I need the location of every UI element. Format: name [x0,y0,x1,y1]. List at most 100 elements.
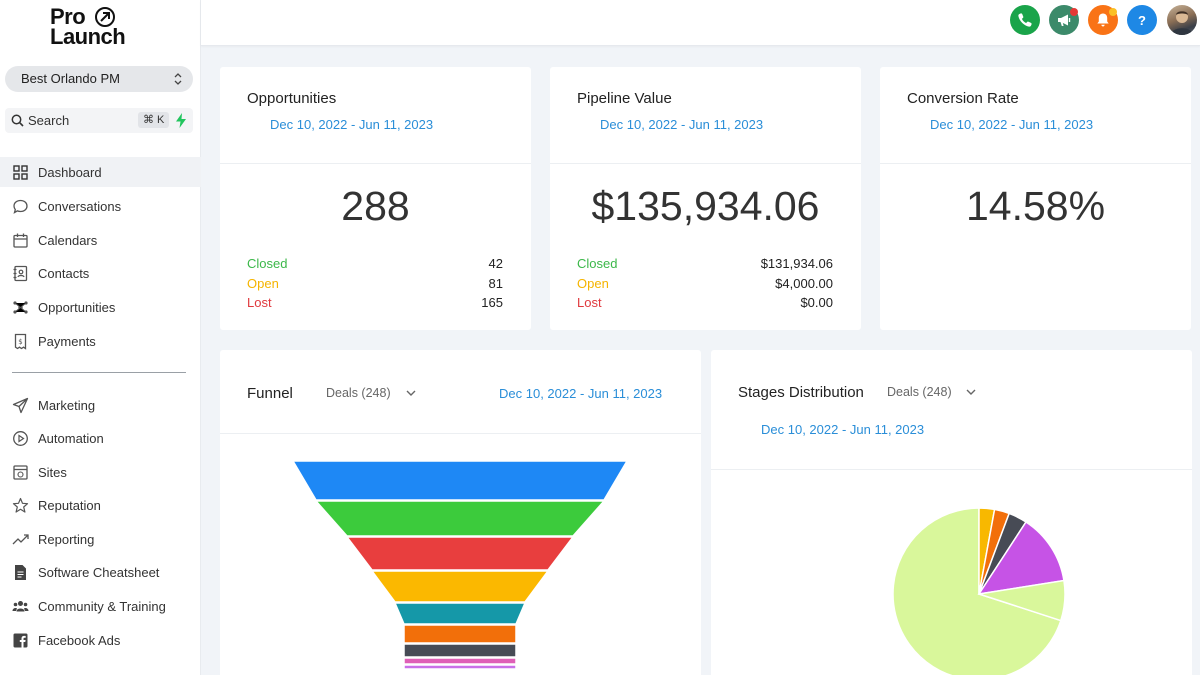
sidebar-item-marketing[interactable]: Marketing [0,390,201,420]
lost-value: 165 [481,295,503,310]
sidebar-item-label: Payments [38,334,96,349]
sidebar-divider [12,372,186,373]
star-icon [12,497,29,513]
phone-button[interactable] [1010,5,1040,35]
funnel-card: Funnel Deals (248) Dec 10, 2022 - Jun 11… [220,350,701,675]
closed-label: Closed [577,256,618,271]
pie-slice[interactable] [977,520,1065,596]
calendar-icon [13,233,28,248]
sidebar-item-conversations[interactable]: Conversations [0,191,201,221]
card-divider [880,163,1191,164]
sidebar-item-label: Community & Training [38,599,166,614]
sidebar-item-automation[interactable]: Automation [0,423,201,453]
quick-action-bolt-icon[interactable] [174,113,188,128]
date-range[interactable]: Dec 10, 2022 - Jun 11, 2023 [761,422,925,437]
funnel-stage[interactable] [403,664,517,670]
pro-launch-logo[interactable]: Pro Launch [50,6,160,48]
sidebar-item-label: Facebook Ads [38,633,121,648]
date-range[interactable]: Dec 10, 2022 - Jun 11, 2023 [930,117,1094,132]
sidebar-item-opportunities[interactable]: Opportunities [0,292,201,322]
updown-chevron-icon [174,73,182,85]
facebook-icon [13,633,28,648]
sidebar-item-software-cheatsheet[interactable]: Software Cheatsheet [0,557,201,587]
sidebar-item-label: Contacts [38,266,90,281]
sidebar-item-label: Marketing [38,398,96,413]
open-value: 81 [488,276,503,291]
sidebar-item-reputation[interactable]: Reputation [0,490,201,520]
trend-icon [12,534,29,545]
sidebar-item-label: Reputation [38,498,101,513]
sidebar-item-sites[interactable]: Sites [0,457,201,487]
sidebar-item-payments[interactable]: $ Payments [0,326,201,356]
users-icon [12,601,29,612]
search-bar[interactable]: Search ⌘ K [5,108,193,133]
announcements-button[interactable] [1049,5,1079,35]
search-icon [11,114,24,127]
account-name: Best Orlando PM [21,71,120,86]
help-button[interactable]: ? [1127,5,1157,35]
chevron-down-icon[interactable] [966,389,976,396]
sidebar-item-contacts[interactable]: Contacts [0,258,201,288]
date-range[interactable]: Dec 10, 2022 - Jun 11, 2023 [499,386,663,401]
question-icon: ? [1138,13,1146,28]
sidebar-item-label: Reporting [38,532,95,547]
payments-icon: $ [14,333,27,350]
sidebar-item-dashboard[interactable]: Dashboard [0,157,201,187]
lost-value: $0.00 [800,295,833,310]
card-divider [220,163,531,164]
deals-filter[interactable]: Deals (248) [887,385,952,399]
conversion-total: 14.58% [965,183,1106,229]
send-icon [12,397,29,414]
chevron-down-icon[interactable] [406,390,416,397]
play-icon [13,431,28,446]
deals-filter[interactable]: Deals (248) [326,386,391,400]
funnel-stage[interactable] [345,536,575,571]
contacts-icon [13,265,28,282]
phone-icon [1018,13,1032,27]
account-switcher[interactable]: Best Orlando PM [5,66,193,92]
chat-icon [13,199,28,214]
logo-line-2: Launch [50,24,126,49]
funnel-stage[interactable] [314,500,606,537]
card-title: Opportunities [247,90,337,107]
stages-distribution-card: Stages Distribution Deals (248) Dec 10, … [711,350,1192,675]
card-divider [550,163,861,164]
funnel-stage[interactable] [291,460,629,501]
sidebar-item-community-training[interactable]: Community & Training [0,591,201,621]
funnel-stage[interactable] [393,602,527,625]
bell-icon [1097,13,1109,27]
sidebar-item-reporting[interactable]: Reporting [0,524,201,554]
opportunities-icon [13,301,28,314]
logo-line-1: Pro [50,4,86,29]
unread-dot [1070,8,1078,16]
pie-slice[interactable] [892,507,1062,675]
card-divider [711,469,1192,470]
opportunities-card: Opportunities Dec 10, 2022 - Jun 11, 202… [220,67,531,330]
funnel-stage[interactable] [370,570,550,603]
conversion-rate-card: Conversion Rate Dec 10, 2022 - Jun 11, 2… [880,67,1191,330]
notifications-button[interactable] [1088,5,1118,35]
sidebar-item-calendars[interactable]: Calendars [0,225,201,255]
funnel-chart [291,460,629,670]
closed-label: Closed [247,256,288,271]
pie-slice[interactable] [978,579,1066,622]
sidebar-item-label: Opportunities [38,300,116,315]
document-icon [15,565,26,580]
search-label: Search [28,113,70,128]
funnel-stage[interactable] [403,624,517,644]
sidebar-item-facebook-ads[interactable]: Facebook Ads [0,625,201,655]
open-label: Open [577,276,609,291]
sidebar-item-label: Automation [38,431,104,446]
sidebar-item-label: Sites [38,465,67,480]
sites-icon [13,465,28,480]
funnel-stage[interactable] [403,643,517,658]
closed-value: $131,934.06 [760,256,833,271]
user-avatar[interactable] [1167,5,1197,35]
date-range[interactable]: Dec 10, 2022 - Jun 11, 2023 [600,117,764,132]
avatar-photo-icon [1171,11,1193,35]
card-title: Pipeline Value [577,90,672,107]
megaphone-icon [1058,14,1071,26]
funnel-stage[interactable] [403,657,517,665]
date-range[interactable]: Dec 10, 2022 - Jun 11, 2023 [270,117,434,132]
search-shortcut: ⌘ K [138,112,170,128]
